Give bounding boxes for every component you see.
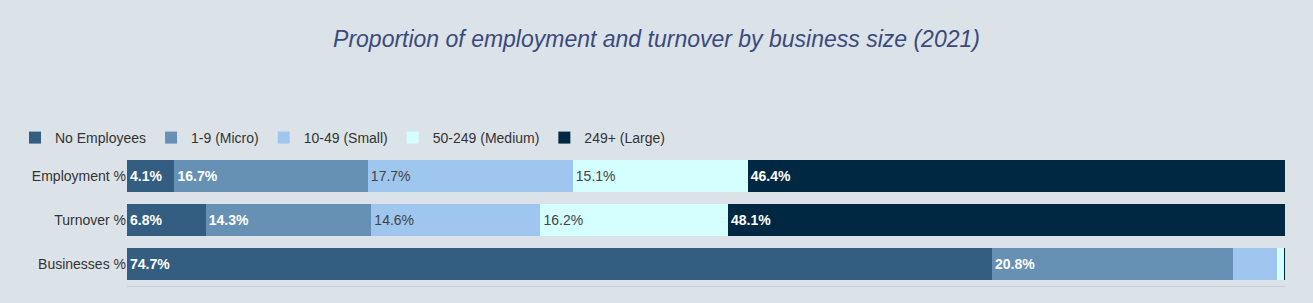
- svg-text:10-49 (Small): 10-49 (Small): [304, 130, 388, 146]
- svg-text:Employment %: Employment %: [32, 168, 126, 184]
- svg-text:17.7%: 17.7%: [371, 168, 411, 184]
- svg-text:48.1%: 48.1%: [731, 212, 771, 228]
- svg-text:14.3%: 14.3%: [209, 212, 249, 228]
- svg-text:249+ (Large): 249+ (Large): [584, 130, 665, 146]
- svg-text:Businesses %: Businesses %: [38, 256, 126, 272]
- svg-text:4.1%: 4.1%: [130, 168, 162, 184]
- svg-text:50-249 (Medium): 50-249 (Medium): [433, 130, 540, 146]
- svg-text:74.7%: 74.7%: [130, 256, 170, 272]
- svg-text:Turnover %: Turnover %: [54, 212, 126, 228]
- svg-text:15.1%: 15.1%: [576, 168, 616, 184]
- svg-text:46.4%: 46.4%: [751, 168, 791, 184]
- svg-text:20.8%: 20.8%: [995, 256, 1035, 272]
- svg-text:No Employees: No Employees: [55, 130, 146, 146]
- svg-text:Proportion of employment and t: Proportion of employment and turnover by…: [333, 26, 980, 52]
- svg-text:16.2%: 16.2%: [543, 212, 583, 228]
- svg-text:14.6%: 14.6%: [374, 212, 414, 228]
- svg-text:16.7%: 16.7%: [177, 168, 217, 184]
- svg-text:6.8%: 6.8%: [130, 212, 162, 228]
- svg-text:1-9 (Micro): 1-9 (Micro): [191, 130, 259, 146]
